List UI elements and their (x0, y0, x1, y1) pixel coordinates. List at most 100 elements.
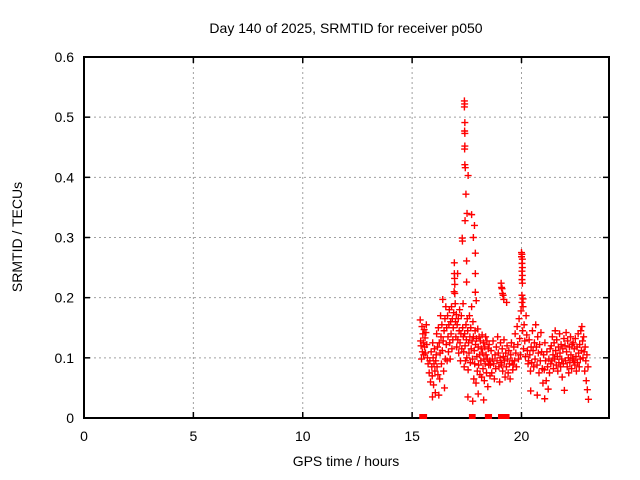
data-point (446, 355, 454, 363)
data-point (471, 288, 479, 296)
data-point (438, 347, 446, 355)
data-point (460, 363, 468, 371)
data-point (478, 373, 486, 381)
data-point (454, 270, 462, 278)
data-point (464, 366, 472, 374)
data-point (430, 381, 438, 389)
data-point (421, 334, 429, 342)
data-point (569, 339, 577, 347)
data-point (558, 355, 566, 363)
data-point (541, 339, 549, 347)
y-tick-label: 0.5 (55, 109, 75, 125)
data-point (516, 351, 524, 359)
data-point (528, 327, 536, 335)
data-point (558, 373, 566, 381)
data-point (571, 335, 579, 343)
x-tick-label: 5 (189, 428, 197, 444)
data-point (535, 369, 543, 377)
data-point (416, 316, 424, 324)
data-point (451, 300, 459, 308)
data-point (480, 377, 488, 385)
data-point (447, 330, 455, 338)
data-point (546, 369, 553, 377)
grid-layer (84, 57, 609, 418)
data-point (514, 341, 522, 349)
data-point (544, 385, 552, 393)
data-point (534, 349, 542, 357)
data-point (448, 345, 456, 353)
data-point (456, 339, 464, 347)
data-point (583, 386, 591, 394)
data-point (428, 372, 436, 380)
data-point (577, 327, 585, 335)
data-point (494, 349, 502, 357)
y-tick-label: 0.3 (55, 230, 75, 246)
data-point (463, 354, 471, 362)
x-tick-label: 20 (514, 428, 530, 444)
data-point (526, 351, 534, 359)
data-point (466, 359, 474, 367)
data-point (496, 354, 504, 362)
data-point (504, 369, 512, 377)
data-point (439, 295, 447, 303)
y-axis-label: SRMTID / TECUs (9, 182, 25, 292)
data-point (528, 359, 536, 367)
data-point (514, 355, 522, 363)
data-point (488, 355, 496, 363)
data-point (479, 365, 487, 373)
data-point (481, 360, 489, 368)
data-point (480, 396, 488, 404)
data-point (567, 351, 575, 359)
data-point (516, 335, 524, 343)
data-point (482, 351, 490, 359)
data-point (522, 312, 530, 320)
data-point (492, 343, 500, 351)
data-point (483, 337, 491, 345)
data-point (460, 103, 468, 111)
data-point (525, 336, 533, 344)
data-point (453, 343, 461, 351)
data-point (498, 361, 506, 369)
data-point (533, 361, 541, 369)
data-point (572, 367, 580, 375)
data-point (513, 323, 521, 331)
data-point (531, 355, 539, 363)
data-point (536, 341, 544, 349)
data-point (515, 315, 523, 323)
x-tick-label: 0 (80, 428, 88, 444)
data-point (554, 367, 562, 375)
data-point (504, 355, 511, 363)
data-point (455, 349, 463, 357)
data-point (518, 279, 526, 287)
data-point (512, 363, 520, 371)
data-point (428, 393, 436, 401)
data-point (527, 387, 535, 395)
x-axis-label: GPS time / hours (293, 453, 400, 469)
data-point (432, 357, 440, 365)
data-point (432, 351, 440, 359)
data-point (494, 333, 502, 341)
data-point (462, 321, 470, 329)
y-tick-label: 0.1 (55, 350, 75, 366)
data-point (469, 318, 477, 326)
data-point (431, 367, 439, 375)
data-point (553, 353, 561, 361)
data-point (561, 342, 569, 350)
data-point (489, 337, 497, 345)
data-point (471, 249, 479, 257)
data-point (438, 321, 446, 329)
data-point (461, 164, 469, 172)
data-point (419, 330, 427, 338)
data-point (429, 339, 437, 347)
data-point (575, 363, 583, 371)
data-point (520, 321, 528, 329)
data-points-layer (416, 97, 592, 419)
data-point (434, 343, 441, 351)
data-point (564, 337, 572, 345)
data-point (560, 386, 568, 394)
data-point (419, 339, 427, 347)
data-point (519, 295, 527, 303)
data-point (506, 375, 514, 383)
data-point (553, 336, 561, 344)
